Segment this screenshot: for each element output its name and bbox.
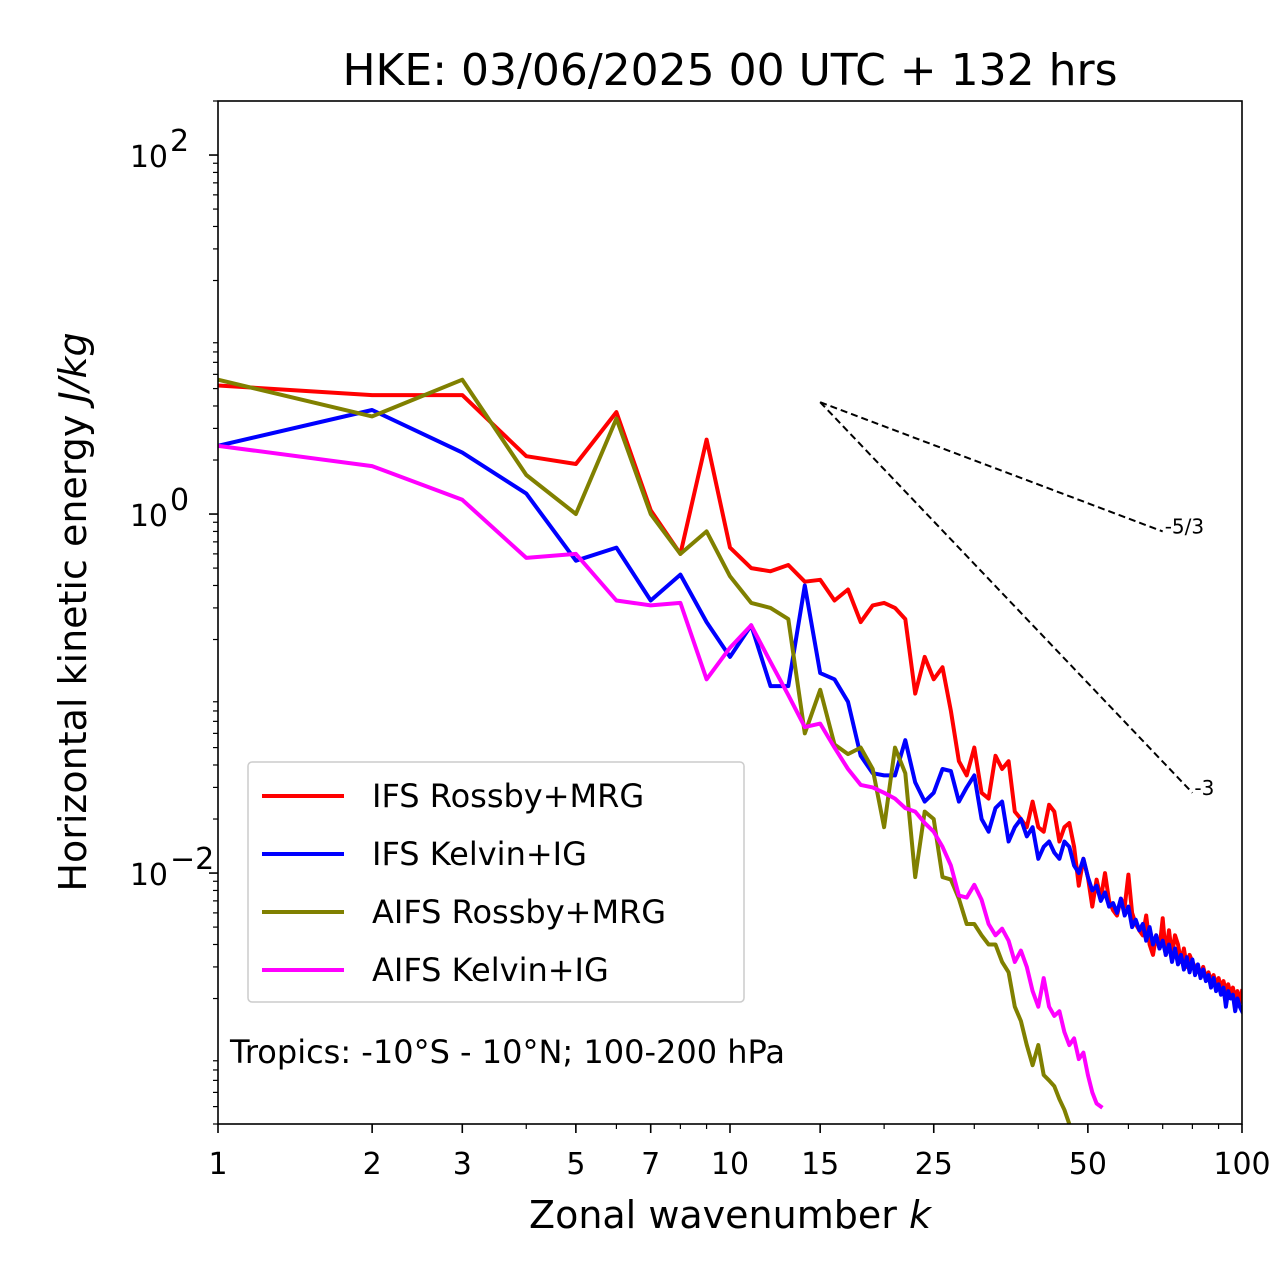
- series-lines: [218, 377, 1242, 1124]
- x-axis-label: Zonal wavenumber k: [529, 1193, 933, 1237]
- reference-lines: [819, 401, 1194, 794]
- x-tick-label: 5: [566, 1147, 585, 1182]
- y-tick-label: 10: [130, 499, 168, 534]
- legend-label: IFS Kelvin+IG: [372, 835, 587, 873]
- legend-box: [247, 761, 745, 1003]
- y-tick-label: 10: [130, 858, 168, 893]
- reference-line-2: [819, 401, 1194, 794]
- reference-label-minus-three: -3: [1194, 776, 1214, 800]
- y-tick-label: 10: [130, 140, 168, 175]
- legend-label: AIFS Rossby+MRG: [372, 893, 666, 931]
- series-line-2: [218, 408, 1242, 1014]
- legend: IFS Rossby+MRG IFS Kelvin+IG AIFS Rossby+M…: [247, 761, 745, 1003]
- x-tick-label: 10: [711, 1147, 749, 1182]
- reference-label-minus-five-thirds: -5/3: [1165, 514, 1204, 538]
- x-tick-label: 15: [801, 1147, 839, 1182]
- y-tick-exponent: −2: [170, 842, 214, 877]
- x-tick-label: 1: [208, 1147, 227, 1182]
- x-tick-label: 3: [453, 1147, 472, 1182]
- x-tick-label: 7: [641, 1147, 660, 1182]
- minor-ticks: [213, 100, 1220, 1129]
- series-line-3: [218, 377, 1072, 1124]
- y-axis-label: Horizontal kinetic energy J/kg: [51, 332, 95, 891]
- series-line-4: [218, 443, 1104, 1110]
- major-ticks: [209, 154, 1243, 1133]
- x-tick-label: 2: [363, 1147, 382, 1182]
- legend-label: AIFS Kelvin+IG: [372, 951, 609, 989]
- chart-title: HKE: 03/06/2025 00 UTC + 132 hrs: [342, 45, 1117, 96]
- y-tick-exponent: 0: [170, 483, 189, 518]
- reference-line-1: [819, 401, 1164, 533]
- x-tick-label: 25: [915, 1147, 953, 1182]
- y-tick-exponent: 2: [170, 124, 189, 159]
- x-tick-label: 100: [1213, 1147, 1270, 1182]
- region-annotation: Tropics: -10°S - 10°N; 100-200 hPa: [229, 1033, 785, 1071]
- x-tick-labels: 1 2 3 5 7 10 15 25 50 100: [208, 1147, 1270, 1182]
- x-tick-label: 50: [1069, 1147, 1107, 1182]
- legend-label: IFS Rossby+MRG: [372, 777, 644, 815]
